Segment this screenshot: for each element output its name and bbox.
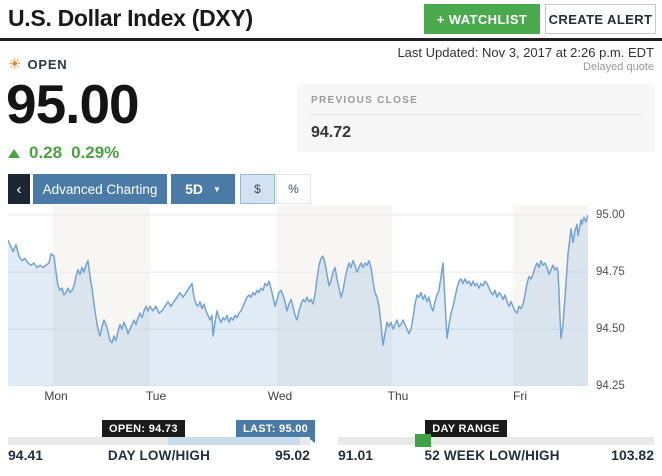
y-axis-tick: 94.50 (596, 323, 625, 336)
percent-toggle-button[interactable]: % (276, 174, 311, 204)
open-price-badge: OPEN: 94.73 (102, 420, 185, 443)
previous-close-label: PREVIOUS CLOSE (311, 95, 419, 106)
last-price: 95.00 (6, 73, 140, 135)
previous-close-divider (311, 114, 641, 115)
market-status: ☀ OPEN (8, 57, 68, 72)
week52-low-value: 91.01 (338, 447, 374, 463)
day-range-badge: DAY RANGE (425, 420, 507, 443)
time-range-value: 5D (185, 181, 203, 197)
day-range-label: DAY LOW/HIGH (107, 448, 211, 463)
y-axis-tick: 95.00 (596, 209, 625, 222)
x-axis-label: Thu (387, 389, 409, 403)
y-axis-tick: 94.75 (596, 266, 625, 279)
header-divider (0, 38, 662, 41)
page-title: U.S. Dollar Index (DXY) (8, 5, 253, 31)
market-status-label: OPEN (27, 57, 68, 72)
price-chart-svg[interactable] (7, 205, 589, 387)
create-alert-button[interactable]: CREATE ALERT (545, 4, 656, 34)
week52-day-marker (415, 434, 432, 447)
back-chevron-icon: ‹ (16, 180, 22, 198)
dollar-toggle-button[interactable]: $ (240, 174, 275, 204)
x-axis-label: Wed (267, 389, 293, 403)
day-high-value: 95.02 (274, 447, 310, 463)
week52-high-value: 103.82 (611, 447, 654, 463)
price-chart[interactable] (7, 205, 589, 387)
day-range-values: 94.41 DAY LOW/HIGH 95.02 (8, 447, 310, 463)
sun-icon: ☀ (8, 56, 22, 73)
last-price-badge: LAST: 95.00 (236, 420, 316, 443)
delayed-quote-text: Delayed quote (583, 61, 654, 73)
day-range-track (8, 437, 310, 445)
last-updated-text: Last Updated: Nov 3, 2017 at 2:26 p.m. E… (397, 45, 654, 60)
previous-close-card: PREVIOUS CLOSE 94.72 (297, 84, 655, 152)
day-low-value: 94.41 (8, 447, 44, 463)
x-axis-label: Fri (513, 389, 527, 403)
time-range-dropdown[interactable]: 5D ▼ (171, 174, 235, 204)
week52-range-track (338, 434, 654, 447)
y-axis-tick: 94.25 (596, 380, 625, 393)
add-watchlist-button[interactable]: + WATCHLIST (424, 4, 540, 34)
previous-close-value: 94.72 (311, 124, 352, 141)
up-arrow-icon (8, 148, 20, 158)
week52-range-values: 91.01 52 WEEK LOW/HIGH 103.82 (338, 447, 654, 463)
chevron-down-icon: ▼ (212, 184, 221, 194)
collapse-chart-button[interactable]: ‹ (8, 174, 30, 204)
change-percent: 0.29% (71, 143, 120, 162)
week52-range-label: 52 WEEK LOW/HIGH (424, 448, 560, 463)
x-axis-label: Tue (145, 389, 167, 403)
price-percent-toggle: $ % (240, 174, 311, 204)
price-change: 0.28 0.29% (8, 143, 119, 163)
advanced-charting-button[interactable]: Advanced Charting (33, 174, 167, 204)
day-range-fill (168, 437, 301, 445)
change-value: 0.28 (29, 143, 63, 162)
x-axis-label: Mon (44, 389, 68, 403)
